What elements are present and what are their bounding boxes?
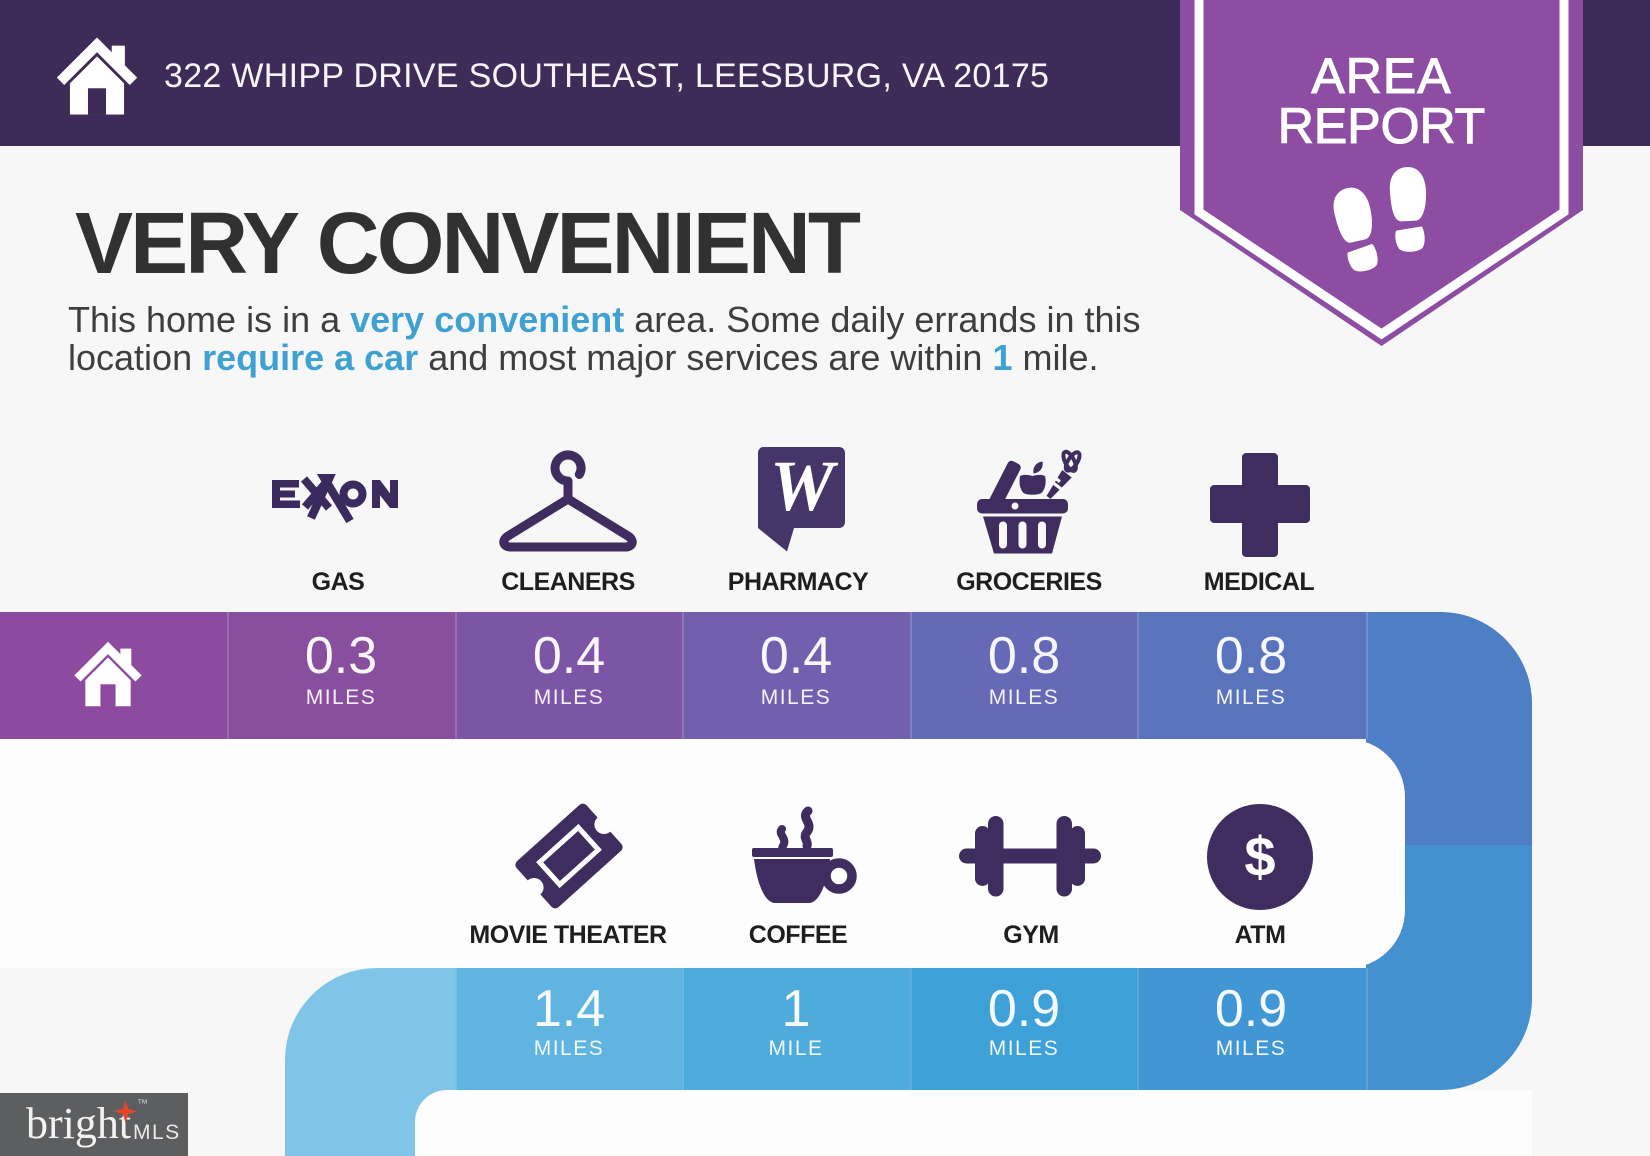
svg-text:$: $ xyxy=(1244,825,1275,888)
svg-text:W: W xyxy=(770,447,839,526)
svg-text:REPORT: REPORT xyxy=(1278,98,1485,154)
svg-text:AREA: AREA xyxy=(1311,48,1451,104)
